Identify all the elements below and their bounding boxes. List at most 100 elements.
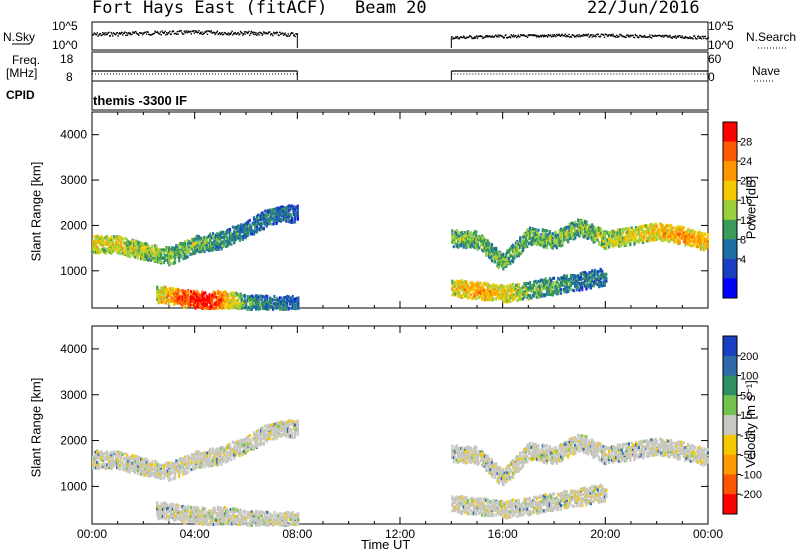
noise-sky-point — [159, 33, 161, 35]
power-echo — [104, 235, 107, 239]
noise-search-point — [553, 33, 556, 36]
power-echo — [168, 259, 171, 262]
velocity-echo — [268, 425, 271, 429]
velocity-echo — [231, 522, 234, 526]
power-echo — [227, 230, 230, 234]
velocity-echo — [241, 445, 244, 449]
velocity-echo — [245, 449, 249, 453]
power-echo — [237, 234, 240, 238]
power-echo — [144, 250, 147, 254]
power-echo — [99, 251, 102, 254]
noise-search-point — [588, 36, 590, 38]
noise-sky-point — [174, 32, 176, 35]
velocity-echo — [197, 464, 201, 468]
velocity-echo — [244, 443, 247, 447]
velocity-echo — [154, 474, 157, 478]
power-echo — [155, 247, 158, 251]
velocity-echo — [111, 456, 114, 460]
velocity-echo — [104, 456, 107, 460]
velocity-echo — [207, 449, 210, 453]
power-echo — [241, 237, 244, 241]
velocity-echo — [148, 462, 151, 466]
power-echo — [182, 257, 185, 261]
velocity-echo — [164, 512, 167, 515]
power-echo — [275, 221, 278, 225]
power-echo — [235, 304, 238, 308]
velocity-echo — [160, 516, 163, 520]
noise-search-point — [465, 37, 467, 39]
velocity-echo — [169, 477, 172, 481]
power-echo — [183, 242, 186, 246]
noise-search-point — [472, 37, 474, 39]
velocity-echo — [99, 454, 102, 458]
power-echo — [293, 208, 297, 211]
noise-search-point — [560, 34, 563, 36]
power-echo — [276, 304, 279, 308]
power-echo — [296, 214, 299, 218]
power-echo — [296, 212, 299, 216]
power-echo — [221, 241, 225, 245]
velocity-echo — [276, 434, 280, 438]
power-echo — [239, 306, 242, 310]
power-echo — [97, 240, 100, 244]
velocity-echo — [252, 438, 256, 442]
velocity-echo — [269, 424, 273, 428]
power-echo — [250, 304, 253, 308]
noise-search-point — [705, 38, 707, 40]
noise-search-point — [535, 34, 537, 37]
velocity-echo — [191, 515, 194, 519]
noise-tick-right-top: 10^5 — [708, 19, 734, 33]
power-echo — [291, 216, 294, 220]
velocity-echo — [217, 452, 220, 456]
velocity-echo — [249, 514, 252, 518]
noise-sky-point — [258, 34, 260, 36]
x-tick-label: 00:00 — [693, 527, 723, 541]
velocity-echo — [168, 507, 172, 511]
power-echo — [118, 248, 121, 252]
velocity-echo — [284, 523, 287, 527]
power-echo — [265, 210, 268, 213]
power-echo — [118, 244, 121, 248]
velocity-echo — [205, 523, 208, 526]
power-echo — [245, 301, 248, 305]
power-echo — [132, 250, 136, 254]
power-echo — [194, 306, 197, 310]
power-echo — [164, 258, 167, 262]
noise-sky-point — [165, 34, 167, 36]
noise-sky-point — [108, 35, 111, 37]
power-echo — [166, 295, 169, 299]
velocity-echo — [208, 521, 211, 525]
velocity-echo — [140, 457, 143, 461]
velocity-echo — [197, 509, 200, 512]
noise-sky-point — [219, 32, 221, 34]
velocity-echo — [174, 514, 177, 518]
power-echo — [271, 298, 275, 302]
noise-sky-point — [178, 30, 180, 33]
noise-sky-point — [98, 34, 100, 36]
power-echo — [114, 247, 117, 251]
noise-search-point — [482, 37, 484, 40]
velocity-echo — [194, 519, 197, 523]
velocity-echo — [198, 517, 201, 521]
velocity-echo — [220, 456, 223, 460]
power-echo — [110, 240, 113, 244]
velocity-echo — [166, 509, 169, 513]
power-echo — [240, 223, 243, 227]
noise-search-point — [650, 36, 652, 38]
power-echo — [247, 296, 251, 300]
power-echo — [254, 223, 257, 226]
velocity-echo — [213, 457, 216, 461]
velocity-echo — [158, 474, 161, 478]
velocity-echo — [258, 431, 261, 435]
velocity-echo — [271, 437, 274, 441]
velocity-echo — [223, 457, 226, 461]
velocity-echo — [141, 458, 144, 462]
velocity-echo — [166, 474, 169, 478]
velocity-echo — [113, 461, 116, 465]
power-echo — [207, 299, 210, 303]
power-echo — [188, 240, 191, 244]
power-echo — [94, 238, 97, 242]
power-echo — [245, 234, 249, 238]
velocity-echo — [183, 507, 186, 511]
velocity-echo — [257, 434, 260, 438]
